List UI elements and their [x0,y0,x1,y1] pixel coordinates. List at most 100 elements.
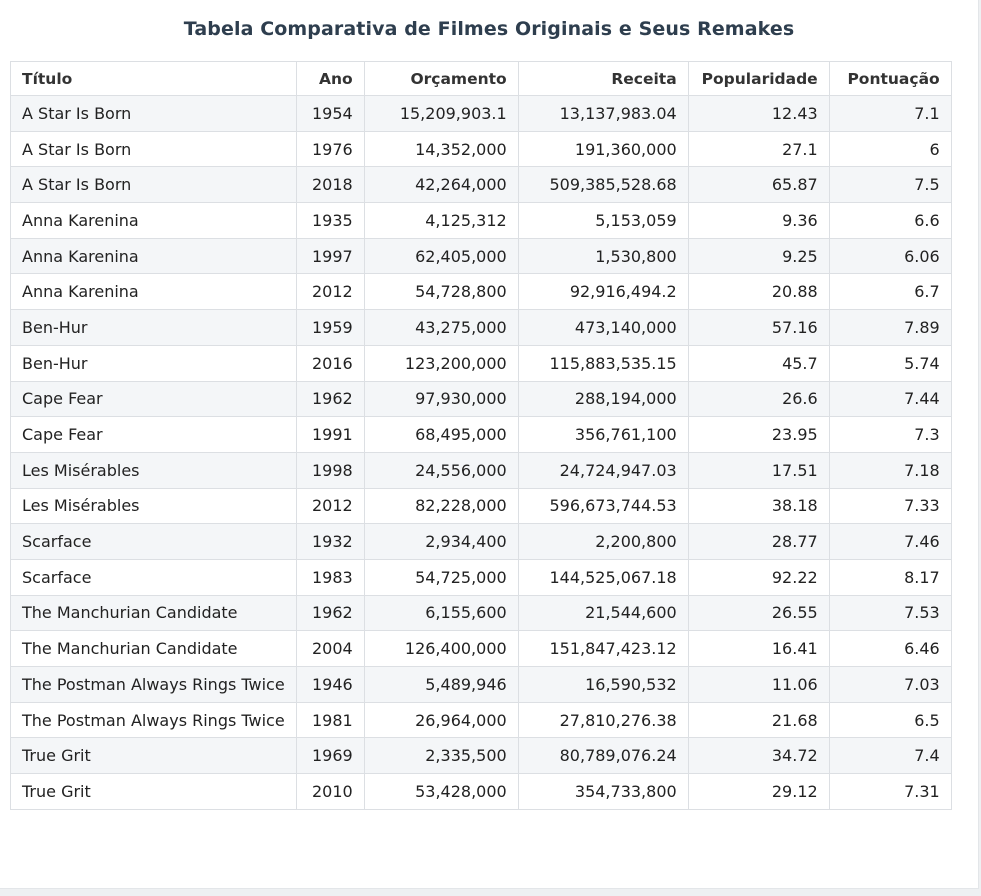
cell-receita: 5,153,059 [517,202,689,239]
column-header-receita: Receita [517,61,689,96]
cell-receita: 509,385,528.68 [517,166,689,204]
cell-receita: 13,137,983.04 [517,95,689,132]
cell-ano: 2012 [295,273,365,311]
cell-popularidade: 17.51 [687,451,830,489]
cell-titulo: Anna Karenina [10,237,297,275]
column-header-pontuacao: Pontuação [828,61,952,96]
cell-titulo: Les Misérables [10,487,297,525]
cell-orcamento: 68,495,000 [363,416,519,453]
cell-ano: 1997 [295,237,365,275]
cell-pontuacao: 7.3 [828,416,952,453]
cell-titulo: Les Misérables [10,451,297,489]
cell-pontuacao: 7.18 [828,451,952,489]
cell-orcamento: 14,352,000 [363,130,519,168]
cell-popularidade: 28.77 [687,523,830,560]
cell-pontuacao: 8.17 [828,558,952,596]
cell-receita: 191,360,000 [517,130,689,168]
cell-ano: 1954 [295,95,365,132]
cell-popularidade: 34.72 [687,737,830,775]
cell-orcamento: 26,964,000 [363,701,519,739]
cell-receita: 1,530,800 [517,237,689,275]
cell-titulo: A Star Is Born [10,130,297,168]
cell-orcamento: 42,264,000 [363,166,519,204]
cell-ano: 1959 [295,309,365,346]
table-row: The Postman Always Rings Twice 1946 5,489,… [10,666,952,703]
cell-ano: 2010 [295,773,365,810]
cell-titulo: Anna Karenina [10,202,297,239]
cell-titulo: Scarface [10,523,297,560]
cell-receita: 24,724,947.03 [517,451,689,489]
cell-pontuacao: 7.4 [828,737,952,775]
cell-orcamento: 54,728,800 [363,273,519,311]
cell-ano: 1962 [295,380,365,418]
cell-ano: 1932 [295,523,365,560]
table-row: The Postman Always Rings Twice 1981 26,964… [10,701,952,739]
cell-receita: 92,916,494.2 [517,273,689,311]
cell-receita: 151,847,423.12 [517,630,689,667]
cell-orcamento: 53,428,000 [363,773,519,810]
cell-ano: 1946 [295,666,365,703]
cell-orcamento: 4,125,312 [363,202,519,239]
table-row: Anna Karenina 1935 4,125,312 5,153,059 9.36 6… [10,202,952,239]
cell-popularidade: 12.43 [687,95,830,132]
cell-popularidade: 9.25 [687,237,830,275]
column-header-ano: Ano [295,61,365,96]
cell-receita: 80,789,076.24 [517,737,689,775]
cell-titulo: Anna Karenina [10,273,297,311]
cell-pontuacao: 7.53 [828,594,952,632]
cell-titulo: The Postman Always Rings Twice [10,666,297,703]
cell-popularidade: 16.41 [687,630,830,667]
cell-receita: 115,883,535.15 [517,344,689,382]
cell-orcamento: 24,556,000 [363,451,519,489]
table-row: True Grit 2010 53,428,000 354,733,800 29.12 7… [10,773,952,810]
cell-popularidade: 11.06 [687,666,830,703]
table-row: The Manchurian Candidate 2004 126,400,000 1… [10,630,952,667]
table-row: Cape Fear 1991 68,495,000 356,761,100 23.95 7… [10,416,952,453]
cell-ano: 1983 [295,558,365,596]
table-header-row: Título Ano Orçamento Receita Popularidad… [10,61,952,96]
cell-popularidade: 65.87 [687,166,830,204]
cell-orcamento: 62,405,000 [363,237,519,275]
data-table: Título Ano Orçamento Receita Popularidad… [10,61,952,810]
cell-titulo: A Star Is Born [10,95,297,132]
cell-titulo: The Postman Always Rings Twice [10,701,297,739]
cell-titulo: A Star Is Born [10,166,297,204]
cell-orcamento: 126,400,000 [363,630,519,667]
table-body: A Star Is Born 1954 15,209,903.1 13,137,983… [10,95,952,810]
table-row: Ben-Hur 1959 43,275,000 473,140,000 57.16 7.8… [10,309,952,346]
cell-pontuacao: 7.33 [828,487,952,525]
table-row: Les Misérables 2012 82,228,000 596,673,744.… [10,487,952,525]
cell-pontuacao: 7.03 [828,666,952,703]
cell-pontuacao: 7.31 [828,773,952,810]
cell-ano: 1976 [295,130,365,168]
cell-orcamento: 123,200,000 [363,344,519,382]
cell-receita: 356,761,100 [517,416,689,453]
table-row: Scarface 1983 54,725,000 144,525,067.18 92.2… [10,558,952,596]
cell-receita: 21,544,600 [517,594,689,632]
cell-pontuacao: 6 [828,130,952,168]
cell-receita: 27,810,276.38 [517,701,689,739]
cell-pontuacao: 7.46 [828,523,952,560]
cell-ano: 1998 [295,451,365,489]
cell-titulo: Cape Fear [10,380,297,418]
cell-ano: 2012 [295,487,365,525]
cell-pontuacao: 6.46 [828,630,952,667]
table-row: Les Misérables 1998 24,556,000 24,724,947.0… [10,451,952,489]
column-header-popularidade: Popularidade [687,61,830,96]
cell-popularidade: 38.18 [687,487,830,525]
cell-receita: 2,200,800 [517,523,689,560]
cell-ano: 2016 [295,344,365,382]
cell-ano: 2004 [295,630,365,667]
chart-title: Tabela Comparativa de Filmes Originais e… [183,18,795,40]
cell-titulo: Cape Fear [10,416,297,453]
cell-ano: 1969 [295,737,365,775]
cell-orcamento: 15,209,903.1 [363,95,519,132]
column-header-titulo: Título [10,61,297,96]
cell-receita: 144,525,067.18 [517,558,689,596]
cell-popularidade: 26.55 [687,594,830,632]
cell-ano: 2018 [295,166,365,204]
cell-orcamento: 54,725,000 [363,558,519,596]
cell-pontuacao: 5.74 [828,344,952,382]
cell-receita: 16,590,532 [517,666,689,703]
